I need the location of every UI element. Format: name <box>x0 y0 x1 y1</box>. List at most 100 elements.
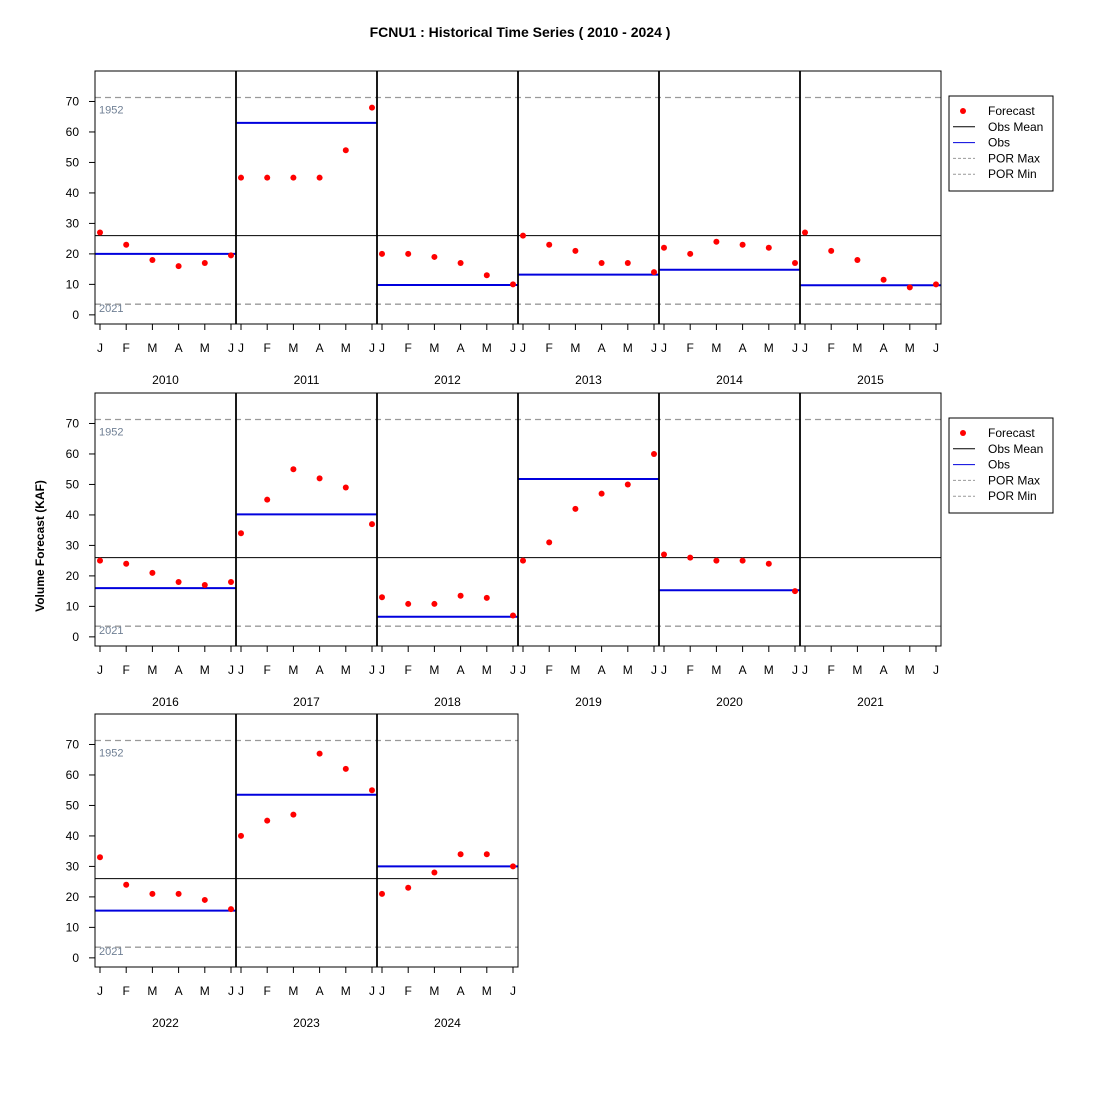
por-min-label: 2021 <box>99 303 123 315</box>
y-tick-label: 60 <box>66 768 80 782</box>
month-tick-label: J <box>97 984 103 998</box>
month-tick-label: M <box>341 663 351 677</box>
forecast-point-2010-1 <box>97 229 103 236</box>
panel-2023: J F M A M J 2023 <box>235 713 378 1030</box>
year-label-2020: 2020 <box>716 695 743 709</box>
year-label-2014: 2014 <box>716 373 743 387</box>
panel-2016: J F M A M J 2016 <box>94 392 237 709</box>
forecast-point-2013-1 <box>520 232 526 239</box>
forecast-point-2016-2 <box>123 560 130 567</box>
month-tick-label: M <box>482 984 492 998</box>
forecast-point-2012-2 <box>405 250 412 257</box>
y-tick-label: 30 <box>66 538 80 552</box>
panel-frame <box>376 392 519 647</box>
forecast-point-2014-4 <box>739 241 746 248</box>
forecast-point-2020-5 <box>765 560 772 567</box>
month-tick-label: A <box>457 984 465 998</box>
forecast-point-2010-2 <box>123 241 130 248</box>
y-tick-label: 70 <box>66 737 80 751</box>
y-axis-row-3: 0 10 20 30 40 50 60 70 <box>66 737 95 965</box>
month-tick-label: M <box>288 341 298 355</box>
forecast-point-2017-6 <box>369 521 375 528</box>
forecast-point-2019-5 <box>624 481 631 488</box>
year-label-2015: 2015 <box>857 373 884 387</box>
month-tick-label: A <box>175 341 183 355</box>
month-tick-label: M <box>711 663 721 677</box>
por-min-label: 2021 <box>99 946 123 958</box>
month-tick-label: A <box>316 984 324 998</box>
month-tick-label: F <box>123 984 130 998</box>
forecast-point-2020-4 <box>739 557 746 564</box>
y-tick-label: 0 <box>72 308 79 322</box>
forecast-point-2017-2 <box>264 496 271 503</box>
forecast-point-2023-3 <box>290 811 297 818</box>
forecast-point-2014-2 <box>687 250 694 257</box>
panel-frame <box>517 392 660 647</box>
forecast-point-2024-4 <box>457 851 464 858</box>
month-tick-label: F <box>264 663 271 677</box>
legend-forecast-label: Forecast <box>988 426 1035 440</box>
year-label-2016: 2016 <box>152 695 179 709</box>
forecast-point-2012-5 <box>483 272 490 279</box>
y-tick-label: 10 <box>66 599 80 613</box>
y-tick-label: 0 <box>72 951 79 965</box>
panel-2022: J F M A M J 2022 <box>94 713 237 1030</box>
month-tick-label: J <box>792 341 798 355</box>
panel-frame <box>658 392 801 647</box>
month-tick-label: A <box>880 663 888 677</box>
month-tick-label: J <box>802 341 808 355</box>
y-axis-label: Volume Forecast (KAF) <box>33 480 47 612</box>
forecast-point-2024-1 <box>379 890 385 897</box>
month-tick-label: J <box>379 984 385 998</box>
forecast-point-2015-6 <box>933 281 939 288</box>
month-tick-label: M <box>764 663 774 677</box>
forecast-point-2015-5 <box>906 284 913 291</box>
panel-frame <box>235 392 378 647</box>
forecast-point-2014-3 <box>713 238 720 245</box>
month-tick-label: F <box>828 341 835 355</box>
forecast-point-2023-4 <box>316 750 323 757</box>
forecast-point-2013-4 <box>598 260 605 267</box>
month-tick-label: M <box>482 341 492 355</box>
forecast-point-2014-1 <box>661 244 667 251</box>
legend-por-max-label: POR Max <box>988 151 1040 165</box>
month-tick-label: M <box>570 663 580 677</box>
forecast-point-2011-4 <box>316 174 323 181</box>
forecast-point-2010-3 <box>149 256 156 263</box>
forecast-point-2013-5 <box>624 260 631 267</box>
forecast-point-2018-6 <box>510 612 516 619</box>
forecast-point-2010-6 <box>228 252 234 259</box>
por-max-label: 1952 <box>99 748 123 760</box>
month-tick-label: J <box>510 341 516 355</box>
month-tick-label: A <box>457 341 465 355</box>
month-tick-label: F <box>123 341 130 355</box>
month-tick-label: J <box>802 663 808 677</box>
month-tick-label: J <box>510 663 516 677</box>
month-tick-label: J <box>661 341 667 355</box>
year-label-2022: 2022 <box>152 1016 179 1030</box>
month-tick-label: M <box>147 663 157 677</box>
forecast-point-2023-1 <box>238 832 244 839</box>
panel-2011: J F M A M J 2011 <box>235 70 378 387</box>
forecast-point-2011-3 <box>290 174 297 181</box>
month-tick-label: M <box>288 984 298 998</box>
legend-obs-label: Obs <box>988 136 1010 150</box>
year-label-2024: 2024 <box>434 1016 461 1030</box>
forecast-point-2020-6 <box>792 588 798 595</box>
y-tick-label: 50 <box>66 477 80 491</box>
y-tick-label: 40 <box>66 186 80 200</box>
panel-2012: J F M A M J 2012 <box>376 70 519 387</box>
por-max-label: 1952 <box>99 105 123 117</box>
month-tick-label: J <box>661 663 667 677</box>
forecast-point-2015-3 <box>854 256 861 263</box>
month-tick-label: M <box>482 663 492 677</box>
forecast-point-2022-6 <box>228 906 234 913</box>
legend-forecast-marker <box>960 108 966 114</box>
month-tick-label: J <box>238 663 244 677</box>
month-tick-label: M <box>200 341 210 355</box>
forecast-point-2017-4 <box>316 475 323 482</box>
forecast-point-2024-3 <box>431 869 438 876</box>
forecast-point-2018-5 <box>483 594 490 601</box>
